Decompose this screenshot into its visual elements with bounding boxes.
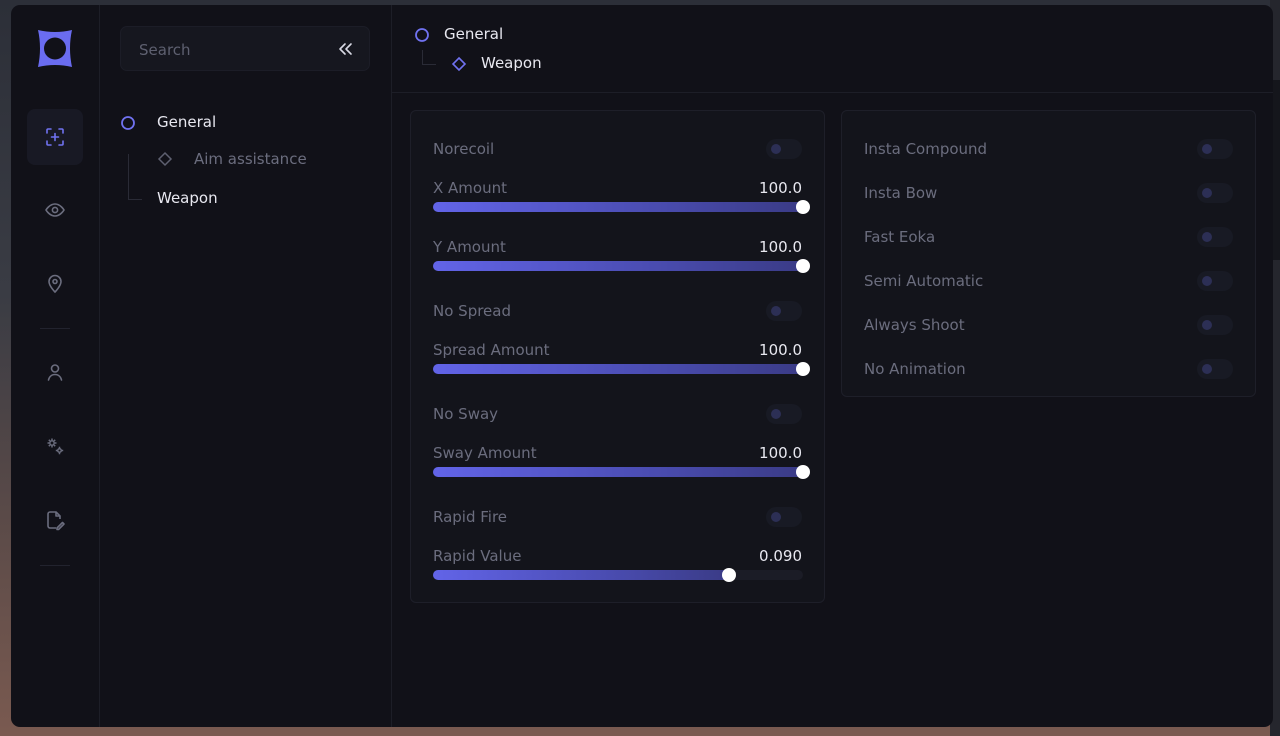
eye-icon bbox=[45, 203, 65, 217]
x-amount-value: 100.0 bbox=[759, 179, 802, 197]
app-logo bbox=[38, 30, 72, 67]
map-pin-icon bbox=[48, 274, 62, 294]
tree-connector bbox=[128, 154, 129, 199]
file-edit-icon bbox=[47, 511, 65, 531]
x-amount-label: X Amount bbox=[433, 179, 507, 197]
always-shoot-label: Always Shoot bbox=[864, 316, 965, 334]
breadcrumb-connector bbox=[422, 64, 436, 65]
fast-eoka-toggle[interactable] bbox=[1197, 227, 1233, 247]
rapid-value-slider[interactable] bbox=[433, 568, 803, 582]
y-amount-value: 100.0 bbox=[759, 238, 802, 256]
no-spread-toggle[interactable] bbox=[766, 301, 802, 321]
rapid-value-value: 0.090 bbox=[759, 547, 802, 565]
toggle-knob bbox=[771, 409, 781, 419]
collapse-sidebar-icon[interactable] bbox=[335, 39, 355, 59]
insta-bow-label: Insta Bow bbox=[864, 184, 938, 202]
toggle-knob bbox=[1202, 320, 1212, 330]
toggle-knob bbox=[1202, 188, 1212, 198]
rail-button-visuals[interactable] bbox=[27, 182, 83, 238]
slider-thumb[interactable] bbox=[796, 259, 810, 273]
slider-fill bbox=[433, 364, 803, 374]
slider-thumb[interactable] bbox=[796, 362, 810, 376]
rail-button-map[interactable] bbox=[27, 255, 83, 311]
semi-automatic-label: Semi Automatic bbox=[864, 272, 984, 290]
rail-button-settings[interactable] bbox=[27, 418, 83, 474]
spread-amount-value: 100.0 bbox=[759, 341, 802, 359]
x-amount-slider[interactable] bbox=[433, 200, 810, 214]
rail-button-aim[interactable] bbox=[27, 109, 83, 165]
search-input[interactable] bbox=[137, 37, 331, 63]
norecoil-toggle[interactable] bbox=[766, 139, 802, 159]
no-spread-label: No Spread bbox=[433, 302, 511, 320]
insta-compound-label: Insta Compound bbox=[864, 140, 988, 158]
nav-item-weapon[interactable]: Weapon bbox=[157, 189, 218, 207]
weapon-settings-panel: Norecoil X Amount 100.0 Y Amount 100.0 N… bbox=[410, 110, 825, 603]
slider-fill bbox=[433, 467, 803, 477]
sway-amount-slider[interactable] bbox=[433, 465, 810, 479]
toggle-knob bbox=[771, 306, 781, 316]
toggle-knob bbox=[1202, 276, 1212, 286]
crosshair-add-icon bbox=[46, 128, 64, 146]
toggle-knob bbox=[771, 512, 781, 522]
diamond-icon bbox=[157, 151, 173, 167]
always-shoot-toggle[interactable] bbox=[1197, 315, 1233, 335]
app-window: General Aim assistance Weapon General We… bbox=[11, 5, 1273, 727]
circle-icon bbox=[415, 28, 429, 42]
rapid-fire-label: Rapid Fire bbox=[433, 508, 508, 526]
icon-rail bbox=[11, 5, 100, 727]
nav-panel: General Aim assistance Weapon bbox=[99, 5, 392, 727]
no-animation-label: No Animation bbox=[864, 360, 966, 378]
fast-eoka-label: Fast Eoka bbox=[864, 228, 936, 246]
circle-icon bbox=[121, 116, 135, 130]
diamond-icon bbox=[451, 56, 467, 72]
header-divider bbox=[392, 92, 1273, 93]
semi-automatic-toggle[interactable] bbox=[1197, 271, 1233, 291]
user-icon bbox=[47, 364, 63, 381]
misc-settings-panel: Insta Compound Insta Bow Fast Eoka Semi … bbox=[841, 110, 1256, 397]
no-animation-toggle[interactable] bbox=[1197, 359, 1233, 379]
rail-divider bbox=[40, 328, 70, 329]
insta-bow-toggle[interactable] bbox=[1197, 183, 1233, 203]
breadcrumb-weapon: Weapon bbox=[481, 54, 542, 72]
search-box bbox=[120, 26, 370, 71]
slider-thumb[interactable] bbox=[796, 465, 810, 479]
sway-amount-label: Sway Amount bbox=[433, 444, 537, 462]
norecoil-label: Norecoil bbox=[433, 140, 495, 158]
sway-amount-value: 100.0 bbox=[759, 444, 802, 462]
rapid-value-label: Rapid Value bbox=[433, 547, 522, 565]
spread-amount-slider[interactable] bbox=[433, 362, 810, 376]
nav-item-general[interactable]: General bbox=[157, 113, 217, 131]
slider-fill bbox=[433, 202, 803, 212]
y-amount-label: Y Amount bbox=[433, 238, 506, 256]
slider-thumb[interactable] bbox=[796, 200, 810, 214]
no-sway-label: No Sway bbox=[433, 405, 499, 423]
toggle-knob bbox=[1202, 232, 1212, 242]
toggle-knob bbox=[1202, 364, 1212, 374]
no-sway-toggle[interactable] bbox=[766, 404, 802, 424]
background-game-window bbox=[1272, 80, 1280, 260]
nav-item-aim-assistance[interactable]: Aim assistance bbox=[194, 150, 307, 168]
gears-icon bbox=[47, 438, 64, 455]
y-amount-slider[interactable] bbox=[433, 259, 810, 273]
tree-connector bbox=[128, 199, 142, 200]
breadcrumb-connector bbox=[422, 50, 423, 64]
background-game-edge bbox=[1270, 0, 1280, 736]
rail-divider bbox=[40, 565, 70, 566]
toggle-knob bbox=[771, 144, 781, 154]
slider-fill bbox=[433, 261, 803, 271]
toggle-knob bbox=[1202, 144, 1212, 154]
insta-compound-toggle[interactable] bbox=[1197, 139, 1233, 159]
rail-button-config[interactable] bbox=[27, 492, 83, 548]
rapid-fire-toggle[interactable] bbox=[766, 507, 802, 527]
spread-amount-label: Spread Amount bbox=[433, 341, 550, 359]
breadcrumb-general[interactable]: General bbox=[444, 25, 504, 43]
slider-thumb[interactable] bbox=[722, 568, 736, 582]
slider-fill bbox=[433, 570, 729, 580]
rail-button-players[interactable] bbox=[27, 344, 83, 400]
